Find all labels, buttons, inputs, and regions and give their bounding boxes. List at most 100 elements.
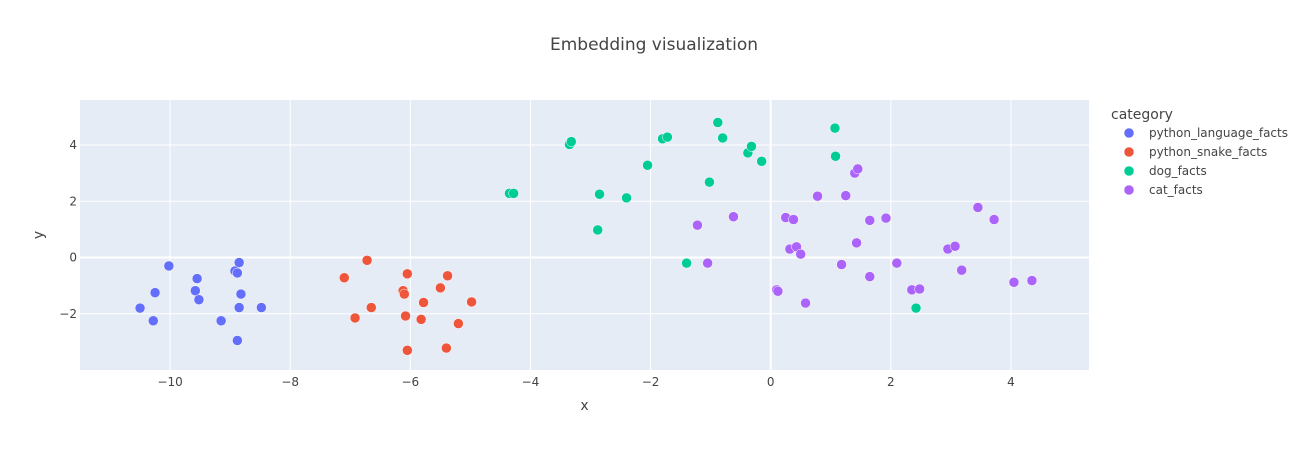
data-point[interactable] xyxy=(415,314,427,325)
data-point[interactable] xyxy=(235,288,247,300)
data-point[interactable] xyxy=(864,271,876,282)
data-point[interactable] xyxy=(746,141,757,152)
data-point[interactable] xyxy=(836,259,847,270)
legend-item-python_snake_facts[interactable]: python_snake_facts xyxy=(1123,145,1267,159)
data-point[interactable] xyxy=(215,315,227,327)
data-point[interactable] xyxy=(880,212,892,224)
series-dog_facts xyxy=(504,117,922,314)
data-point[interactable] xyxy=(692,219,703,231)
y-tick-label: −2 xyxy=(59,307,77,321)
x-tick-label: −4 xyxy=(522,375,540,389)
data-point[interactable] xyxy=(840,190,852,201)
data-point[interactable] xyxy=(402,345,413,356)
data-points xyxy=(134,117,1038,356)
data-point[interactable] xyxy=(233,302,245,313)
data-point[interactable] xyxy=(662,131,673,143)
data-point[interactable] xyxy=(621,192,632,204)
legend-item-python_language_facts[interactable]: python_language_facts xyxy=(1123,126,1288,140)
data-point[interactable] xyxy=(702,257,713,269)
legend-item-cat_facts[interactable]: cat_facts xyxy=(1123,183,1203,197)
x-tick-label: 4 xyxy=(1007,375,1015,389)
data-point[interactable] xyxy=(681,257,692,269)
data-point[interactable] xyxy=(756,156,767,167)
data-point[interactable] xyxy=(435,282,446,294)
x-tick-label: −10 xyxy=(157,375,182,389)
x-tick-label: 0 xyxy=(767,375,775,389)
data-point[interactable] xyxy=(712,117,724,128)
data-point[interactable] xyxy=(508,188,519,199)
data-point[interactable] xyxy=(399,288,410,300)
data-point[interactable] xyxy=(441,342,452,354)
data-point[interactable] xyxy=(812,190,823,202)
data-point[interactable] xyxy=(466,296,477,308)
data-point[interactable] xyxy=(256,302,267,313)
data-point[interactable] xyxy=(1008,277,1020,288)
data-point[interactable] xyxy=(772,286,784,297)
data-point[interactable] xyxy=(852,163,864,175)
data-point[interactable] xyxy=(148,315,159,327)
legend-items[interactable]: python_language_facts python_snake_factsd… xyxy=(1123,126,1288,197)
x-tick-label: −2 xyxy=(642,375,660,389)
data-point[interactable] xyxy=(956,264,967,276)
data-point[interactable] xyxy=(910,302,922,314)
data-point[interactable] xyxy=(190,285,201,296)
data-point[interactable] xyxy=(361,255,373,266)
legend-title: category xyxy=(1111,107,1173,123)
data-point[interactable] xyxy=(829,122,841,134)
legend-label: python_snake_facts xyxy=(1149,145,1267,159)
series-python_language_facts xyxy=(134,257,267,346)
data-point[interactable] xyxy=(566,136,577,147)
y-axis-title: y xyxy=(31,231,47,239)
legend-marker xyxy=(1123,184,1135,196)
data-point[interactable] xyxy=(851,237,862,249)
series-cat_facts xyxy=(692,163,1038,309)
data-point[interactable] xyxy=(349,312,361,324)
data-point[interactable] xyxy=(830,151,841,162)
data-point[interactable] xyxy=(949,241,961,252)
y-tick-label: 4 xyxy=(69,138,77,152)
data-point[interactable] xyxy=(592,224,603,236)
data-point[interactable] xyxy=(442,270,453,282)
data-point[interactable] xyxy=(191,273,203,284)
y-tick-label: 0 xyxy=(69,251,77,265)
data-point[interactable] xyxy=(972,202,984,213)
legend[interactable]: category python_language_facts python_sna… xyxy=(1111,107,1288,197)
legend-marker xyxy=(1123,165,1135,177)
data-point[interactable] xyxy=(717,132,728,144)
data-point[interactable] xyxy=(366,302,377,313)
data-point[interactable] xyxy=(193,294,205,305)
data-point[interactable] xyxy=(795,248,806,260)
data-point[interactable] xyxy=(134,302,146,314)
x-tick-label: −6 xyxy=(401,375,419,389)
legend-item-dog_facts[interactable]: dog_facts xyxy=(1123,164,1207,178)
data-point[interactable] xyxy=(339,272,350,283)
data-point[interactable] xyxy=(800,297,811,309)
data-point[interactable] xyxy=(402,268,413,280)
data-point[interactable] xyxy=(988,214,1000,225)
data-point[interactable] xyxy=(891,257,903,269)
data-point[interactable] xyxy=(1026,275,1038,286)
gridlines xyxy=(80,100,1089,370)
legend-marker xyxy=(1123,146,1135,158)
data-point[interactable] xyxy=(642,160,653,171)
series-python_snake_facts xyxy=(339,255,477,356)
chart-title: Embedding visualization xyxy=(550,35,758,55)
data-point[interactable] xyxy=(418,297,429,308)
data-point[interactable] xyxy=(163,260,175,272)
data-point[interactable] xyxy=(149,287,161,298)
data-point[interactable] xyxy=(728,211,739,222)
data-point[interactable] xyxy=(400,310,411,322)
legend-label: dog_facts xyxy=(1149,164,1207,178)
data-point[interactable] xyxy=(594,188,605,200)
data-point[interactable] xyxy=(233,257,245,268)
data-point[interactable] xyxy=(453,318,464,329)
data-point[interactable] xyxy=(704,176,715,188)
legend-label: cat_facts xyxy=(1149,183,1203,197)
legend-label: python_language_facts xyxy=(1149,126,1288,140)
data-point[interactable] xyxy=(232,335,243,346)
y-tick-labels: −2 0 2 4 xyxy=(59,138,77,321)
data-point[interactable] xyxy=(914,283,925,295)
data-point[interactable] xyxy=(232,267,243,279)
data-point[interactable] xyxy=(864,215,876,226)
data-point[interactable] xyxy=(788,214,799,225)
